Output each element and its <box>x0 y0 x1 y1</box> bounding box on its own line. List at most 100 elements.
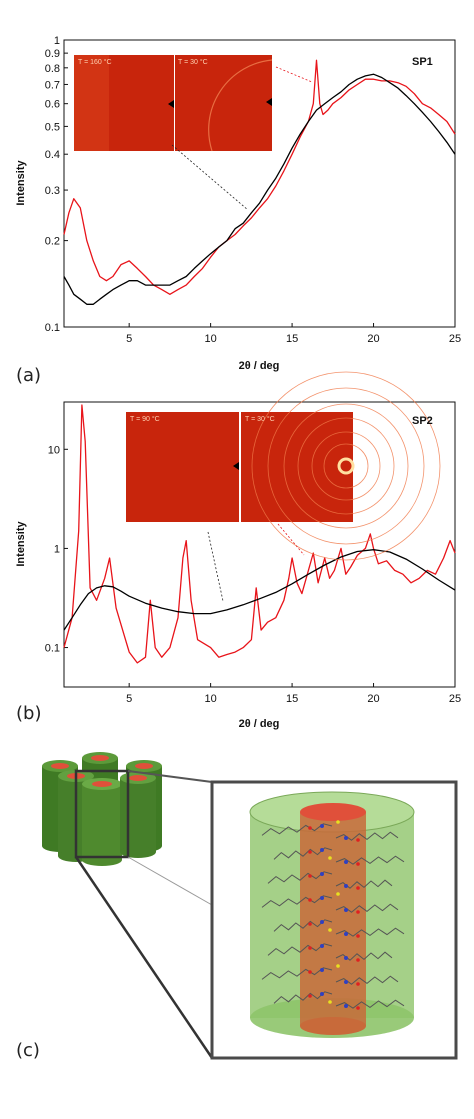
atom-sulfur <box>328 928 332 932</box>
panel-b-frame <box>63 401 456 688</box>
atom-oxygen <box>308 874 312 878</box>
cylinder-mid-right <box>120 772 156 858</box>
y-tick-label: 0.1 <box>45 322 60 334</box>
atom-nitrogen <box>320 848 324 852</box>
panel-a-x-label: 2θ / deg <box>239 360 280 372</box>
y-tick-label: 10 <box>48 444 60 456</box>
panel-b-series <box>63 404 456 664</box>
atom-oxygen <box>356 886 360 890</box>
x-tick-label: 20 <box>367 693 379 705</box>
panel-b-plot: 0.1 1 10 5 10 15 20 25 T = 90 °C T = 30 °C SP2… <box>15 371 461 730</box>
atom-nitrogen <box>320 920 324 924</box>
atom-sulfur <box>336 964 340 968</box>
panel-a-inset-left-label: T = 160 °C <box>78 58 112 66</box>
x-tick-label: 15 <box>286 693 298 705</box>
x-tick-label: 5 <box>126 333 132 345</box>
atom-sulfur <box>328 1000 332 1004</box>
panel-c-label: (c) <box>16 1040 40 1061</box>
atom-oxygen <box>356 910 360 914</box>
panel-a-plot: 0.1 0.2 0.3 0.4 0.5 0.6 0.7 0.8 0.91 5 10 15 20 25 T… <box>15 35 461 386</box>
atom-nitrogen <box>344 836 348 840</box>
panel-b-y-label: Intensity <box>15 521 27 567</box>
panel-b-label: (b) <box>16 703 41 724</box>
y-tick-label: 0.9 <box>45 48 60 60</box>
panel-a-frame <box>63 39 456 328</box>
atom-sulfur <box>336 892 340 896</box>
zoom-core-top <box>300 803 366 821</box>
panel-b-inset-right: T = 30 °C <box>241 371 441 561</box>
panel-b-inset-right-label: T = 30 °C <box>245 415 275 423</box>
x-tick-label: 15 <box>286 333 298 345</box>
cylinder-bundle <box>42 752 162 866</box>
atom-nitrogen <box>344 884 348 888</box>
cylinder-front <box>82 778 122 866</box>
atom-nitrogen <box>320 872 324 876</box>
panel-a-y-ticks: 0.1 0.2 0.3 0.4 0.5 0.6 0.7 0.8 0.91 <box>45 35 68 334</box>
selection-box <box>74 769 130 859</box>
panel-a-series <box>63 59 456 305</box>
panel-a-label: (a) <box>16 365 41 386</box>
x-tick-label: 5 <box>126 693 132 705</box>
atom-nitrogen <box>344 980 348 984</box>
atom-nitrogen <box>320 896 324 900</box>
atom-oxygen <box>356 934 360 938</box>
atom-oxygen <box>308 994 312 998</box>
side-chain <box>335 927 405 937</box>
y-tick-label: 0.1 <box>45 643 60 655</box>
panel-b-x-ticks: 5 10 15 20 25 <box>126 683 461 705</box>
x-tick-label: 25 <box>449 333 461 345</box>
atom-oxygen <box>356 862 360 866</box>
atom-sulfur <box>328 856 332 860</box>
zoom-cylinder <box>249 791 415 1038</box>
panel-b-inset-left-label: T = 90 °C <box>130 415 160 423</box>
panel-a-y-label: Intensity <box>15 160 27 206</box>
y-tick-label: 0.6 <box>45 99 60 111</box>
zoom-core <box>300 812 366 1026</box>
y-tick-label: 0.5 <box>45 121 60 133</box>
series-line-0 <box>63 404 456 664</box>
panel-b-y-ticks: 0.1 1 10 <box>45 444 68 655</box>
series-line-1 <box>63 73 456 305</box>
panel-a-inset-right: T = 30 °C <box>175 55 273 152</box>
atom-oxygen <box>356 958 360 962</box>
panel-a-inset-pointer-black <box>171 144 249 211</box>
atom-nitrogen <box>320 992 324 996</box>
y-tick-label: 0.7 <box>45 79 60 91</box>
panel-b-sample-label: SP2 <box>412 415 433 427</box>
atom-nitrogen <box>320 944 324 948</box>
panel-b-inset-pointer-red <box>277 523 305 556</box>
atom-oxygen <box>356 1006 360 1010</box>
y-tick-label: 0.4 <box>45 149 60 161</box>
y-tick-label: 0.8 <box>45 63 60 75</box>
atom-oxygen <box>308 922 312 926</box>
zoom-line-bottom <box>74 856 214 1059</box>
panel-c-schematic: (c) <box>16 752 458 1061</box>
side-chain <box>335 999 405 1009</box>
y-tick-label: 0.2 <box>45 236 60 248</box>
zoom-line-top <box>127 770 213 783</box>
y-tick-label: 0.3 <box>45 185 60 197</box>
atom-nitrogen <box>344 1004 348 1008</box>
panel-a-inset-right-label: T = 30 °C <box>178 58 208 66</box>
atom-nitrogen <box>344 860 348 864</box>
molecular-chains <box>261 820 405 1010</box>
atom-nitrogen <box>320 968 324 972</box>
side-chain <box>335 855 405 865</box>
atom-oxygen <box>356 838 360 842</box>
panel-a-sample-label: SP1 <box>412 56 433 68</box>
atom-oxygen <box>308 898 312 902</box>
atom-sulfur <box>336 820 340 824</box>
atom-oxygen <box>308 946 312 950</box>
x-tick-label: 25 <box>449 693 461 705</box>
panel-b-inset-left: T = 90 °C <box>126 412 239 522</box>
atom-nitrogen <box>344 932 348 936</box>
panel-a-x-ticks: 5 10 15 20 25 <box>126 323 461 345</box>
series-line-1 <box>63 549 456 631</box>
atom-oxygen <box>308 970 312 974</box>
panel-b-x-label: 2θ / deg <box>239 718 280 730</box>
zoom-line-mid <box>127 856 213 906</box>
panel-b-inset-pointer-black <box>207 531 224 602</box>
atom-oxygen <box>308 850 312 854</box>
atom-nitrogen <box>344 908 348 912</box>
